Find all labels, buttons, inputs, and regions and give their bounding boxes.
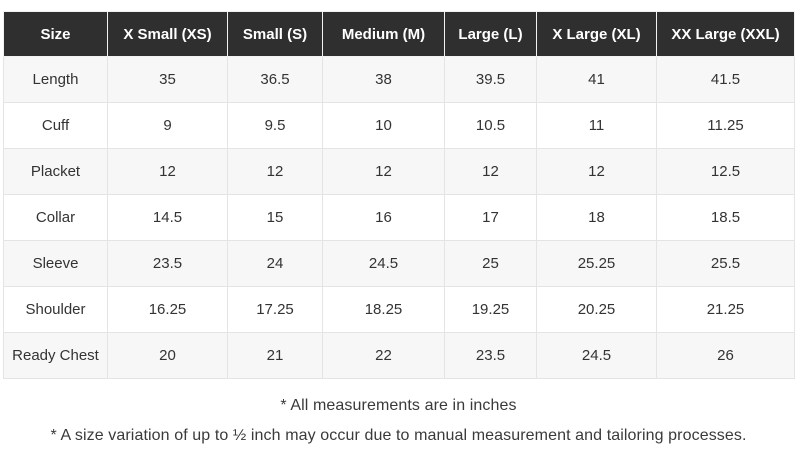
header-cell-xxlarge: XX Large (XXL) (656, 11, 795, 57)
table-cell: 24.5 (536, 332, 657, 379)
row-label: Ready Chest (3, 332, 108, 379)
table-cell: 23.5 (444, 332, 537, 379)
header-cell-medium: Medium (M) (322, 11, 445, 57)
table-cell: 9 (107, 102, 228, 149)
table-row-shoulder: Shoulder 16.25 17.25 18.25 19.25 20.25 2… (3, 286, 795, 333)
table-header: Size X Small (XS) Small (S) Medium (M) L… (3, 11, 795, 57)
footnote-measurements-units: * All measurements are in inches (280, 397, 517, 414)
table-row-length: Length 35 36.5 38 39.5 41 41.5 (3, 56, 795, 103)
table-cell: 14.5 (107, 194, 228, 241)
row-label: Placket (3, 148, 108, 195)
footnotes: * All measurements are in inches * A siz… (3, 398, 794, 444)
table-cell: 41.5 (656, 56, 795, 103)
table-cell: 10.5 (444, 102, 537, 149)
table-row-placket: Placket 12 12 12 12 12 12.5 (3, 148, 795, 195)
row-label: Collar (3, 194, 108, 241)
table-cell: 20.25 (536, 286, 657, 333)
header-cell-large: Large (L) (444, 11, 537, 57)
table-cell: 12 (107, 148, 228, 195)
table-cell: 22 (322, 332, 445, 379)
table-cell: 21 (227, 332, 323, 379)
table-row-ready-chest: Ready Chest 20 21 22 23.5 24.5 26 (3, 332, 795, 379)
table-cell: 36.5 (227, 56, 323, 103)
row-label: Length (3, 56, 108, 103)
table-cell: 12 (227, 148, 323, 195)
header-cell-small: Small (S) (227, 11, 323, 57)
table-cell: 23.5 (107, 240, 228, 287)
table-cell: 12.5 (656, 148, 795, 195)
table-cell: 17.25 (227, 286, 323, 333)
table-cell: 35 (107, 56, 228, 103)
table-cell: 16 (322, 194, 445, 241)
table-cell: 18.25 (322, 286, 445, 333)
table-cell: 9.5 (227, 102, 323, 149)
table-cell: 11.25 (656, 102, 795, 149)
header-row: Size X Small (XS) Small (S) Medium (M) L… (3, 11, 795, 57)
table-cell: 15 (227, 194, 323, 241)
table-cell: 41 (536, 56, 657, 103)
table-body: Length 35 36.5 38 39.5 41 41.5 Cuff 9 9.… (3, 56, 795, 379)
table-cell: 25.5 (656, 240, 795, 287)
row-label: Cuff (3, 102, 108, 149)
header-cell-xsmall: X Small (XS) (107, 11, 228, 57)
row-label: Shoulder (3, 286, 108, 333)
table-cell: 18 (536, 194, 657, 241)
table-cell: 11 (536, 102, 657, 149)
table-cell: 25 (444, 240, 537, 287)
table-row-collar: Collar 14.5 15 16 17 18 18.5 (3, 194, 795, 241)
table-cell: 20 (107, 332, 228, 379)
table-row-sleeve: Sleeve 23.5 24 24.5 25 25.25 25.5 (3, 240, 795, 287)
table-cell: 10 (322, 102, 445, 149)
header-cell-size: Size (3, 11, 108, 57)
table-cell: 12 (444, 148, 537, 195)
table-cell: 21.25 (656, 286, 795, 333)
table-cell: 16.25 (107, 286, 228, 333)
table-cell: 18.5 (656, 194, 795, 241)
table-cell: 24.5 (322, 240, 445, 287)
footnote-size-variation: * A size variation of up to ½ inch may o… (50, 427, 747, 444)
size-chart-container: Size X Small (XS) Small (S) Medium (M) L… (3, 11, 795, 444)
header-cell-xlarge: X Large (XL) (536, 11, 657, 57)
table-cell: 12 (322, 148, 445, 195)
table-cell: 38 (322, 56, 445, 103)
table-cell: 12 (536, 148, 657, 195)
table-cell: 17 (444, 194, 537, 241)
table-cell: 24 (227, 240, 323, 287)
row-label: Sleeve (3, 240, 108, 287)
size-chart-table: Size X Small (XS) Small (S) Medium (M) L… (3, 11, 795, 379)
table-row-cuff: Cuff 9 9.5 10 10.5 11 11.25 (3, 102, 795, 149)
table-cell: 39.5 (444, 56, 537, 103)
table-cell: 19.25 (444, 286, 537, 333)
table-cell: 26 (656, 332, 795, 379)
table-cell: 25.25 (536, 240, 657, 287)
